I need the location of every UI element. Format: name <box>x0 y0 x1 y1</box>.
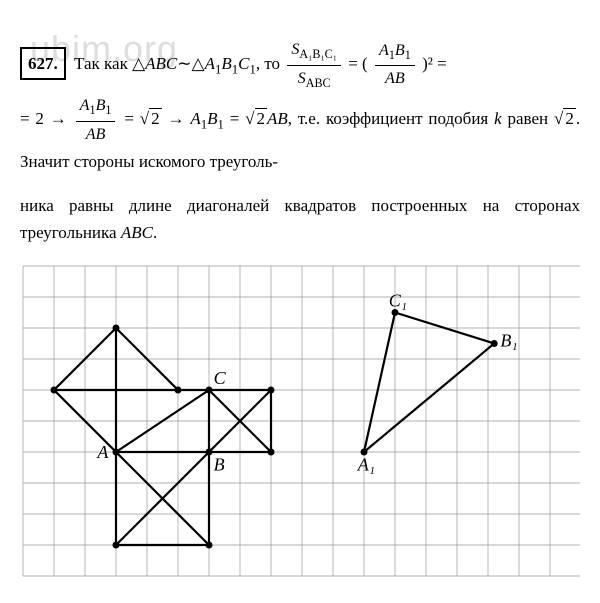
text-2e: , т.е. коэффициент <box>288 109 423 128</box>
text-2b: = <box>124 109 139 128</box>
math-a1b1c1: A1B1C1 <box>205 54 256 73</box>
text-2d: = <box>230 109 245 128</box>
frac-s-ratio: SA₁B₁C₁ SABC <box>287 37 341 93</box>
frac-ab-ratio-2: A1B1 AB <box>76 93 116 147</box>
solution-content: 627. Так как △ABC∼△A1B1C1, то SA₁B₁C₁ SA… <box>20 37 580 583</box>
text-3b: равен <box>502 109 554 128</box>
diagram: A B C A₁ B₁ C₁ <box>20 263 580 583</box>
text-1b: ∼△ <box>177 54 204 73</box>
diagram-svg: A B C A₁ B₁ C₁ <box>20 263 580 583</box>
math-abc: ABC <box>145 54 177 73</box>
problem-number: 627. <box>20 47 66 80</box>
text-3: подобия <box>428 109 494 128</box>
svg-text:C₁: C₁ <box>389 290 407 310</box>
sqrt2-1: 2 <box>140 105 162 132</box>
text-4: ника равны длине диагоналей квадратов по… <box>20 196 580 242</box>
svg-text:B₁: B₁ <box>500 331 517 351</box>
text-4-end: . <box>153 223 157 242</box>
text-1c: , то <box>256 54 284 73</box>
sqrt2-2: 2 <box>245 105 267 132</box>
math-a1b1: A1B1 <box>190 109 224 128</box>
paragraph-2: ника равны длине диагоналей квадратов по… <box>20 192 580 246</box>
svg-text:A₁: A₁ <box>357 455 375 475</box>
svg-text:B: B <box>214 455 225 475</box>
text-2c: → <box>167 109 190 128</box>
text-2a: = 2 → <box>20 109 73 128</box>
svg-text:C: C <box>214 368 227 388</box>
math-k: k <box>494 109 502 128</box>
frac-ab-ratio: A1B1 AB <box>375 38 415 92</box>
svg-text:A: A <box>96 442 109 462</box>
text-1a: Так как △ <box>74 54 145 73</box>
sqrt2-3: 2 <box>554 105 576 132</box>
paragraph-1: 627. Так как △ABC∼△A1B1C1, то SA₁B₁C₁ SA… <box>20 37 580 175</box>
math-abc-2: ABC <box>121 223 153 242</box>
math-ab-2: AB <box>267 109 288 128</box>
